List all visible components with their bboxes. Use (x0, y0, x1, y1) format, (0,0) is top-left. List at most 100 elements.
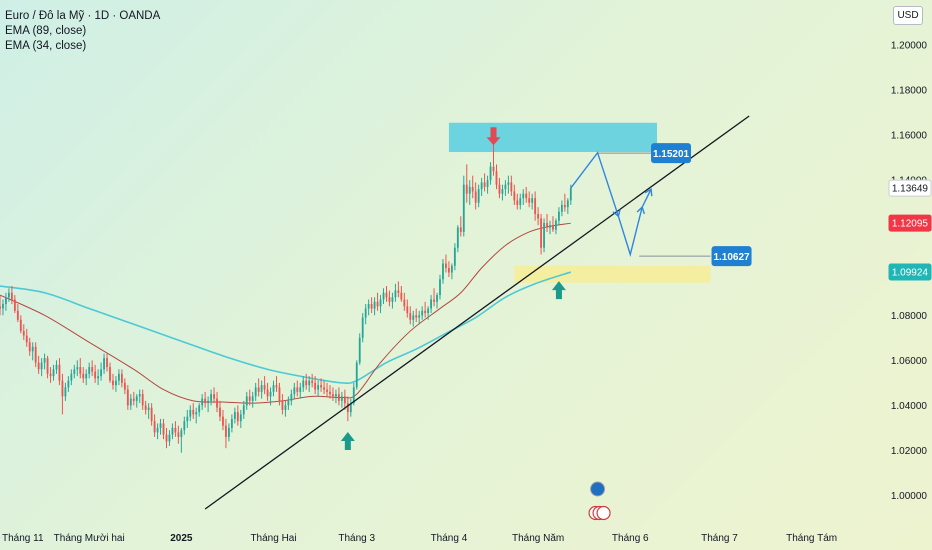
candle (522, 189, 525, 205)
candle (355, 360, 358, 390)
target-low-label: 1.10627 (711, 246, 752, 267)
candle (233, 407, 236, 424)
candle-body (177, 432, 180, 437)
candle-body (269, 391, 272, 397)
candle (112, 373, 114, 390)
candle-body (397, 290, 400, 293)
candle (281, 394, 284, 415)
candle-body (248, 396, 251, 401)
candle-body (326, 389, 328, 392)
candle (320, 378, 323, 392)
candle (296, 380, 299, 397)
candle-body (501, 189, 504, 194)
candle (427, 306, 430, 320)
candle-body (245, 396, 248, 406)
candle-body (123, 382, 126, 390)
candle-body (88, 367, 91, 374)
candle (132, 391, 135, 406)
candle (225, 418, 227, 449)
candle-body (453, 247, 456, 266)
candle-body (450, 265, 453, 273)
candle (519, 193, 522, 210)
candle-body (439, 279, 441, 296)
event-icon (590, 481, 606, 497)
candle (418, 310, 421, 325)
candle-body (129, 398, 132, 406)
candle (58, 358, 61, 386)
candle (251, 391, 254, 408)
candle-body (156, 427, 159, 433)
ema89-legend[interactable]: EMA (89, close) (5, 25, 87, 37)
candle (272, 380, 275, 397)
x-tick-label: Tháng Năm (512, 533, 564, 544)
x-tick-label: Tháng 11 (2, 533, 44, 544)
candle (343, 389, 346, 410)
candle (13, 295, 16, 314)
candle-body (120, 373, 123, 383)
symbol-title[interactable]: Euro / Đô la Mỹ · 1D · OANDA (5, 10, 161, 22)
candle-body (412, 315, 415, 320)
candle (61, 373, 64, 415)
candle (171, 423, 174, 440)
candle (91, 360, 94, 377)
candle (415, 308, 418, 323)
candle (120, 369, 123, 388)
candle-body (109, 367, 111, 381)
candle (537, 207, 540, 226)
candle (376, 292, 379, 311)
candle (25, 328, 28, 347)
ema34-legend[interactable]: EMA (34, close) (5, 40, 87, 52)
candle (103, 353, 105, 374)
candle (391, 292, 394, 309)
candle-body (153, 421, 156, 433)
candle-body (19, 319, 22, 332)
candle (566, 198, 569, 214)
candle (552, 216, 554, 232)
candle-body (5, 297, 7, 305)
candle-body (73, 369, 76, 374)
candle-body (207, 400, 210, 404)
candle-body (115, 380, 117, 386)
candle (436, 292, 438, 309)
currency-selector[interactable]: USD (893, 6, 923, 25)
candle (442, 258, 444, 284)
candle-body (281, 400, 284, 410)
candle (364, 304, 367, 325)
candle-body (138, 394, 141, 397)
candle-body (436, 295, 438, 302)
candle (382, 288, 385, 305)
candle-body (504, 184, 507, 190)
candle-body (388, 297, 391, 302)
candle (549, 220, 551, 235)
candle (302, 376, 305, 392)
candle (7, 288, 10, 302)
candle (459, 216, 462, 237)
candle (337, 387, 340, 406)
candle-body (239, 414, 242, 422)
candle-body (507, 182, 510, 185)
candle (397, 281, 400, 298)
candle-body (337, 394, 340, 401)
candle (70, 369, 73, 386)
candle-body (266, 389, 269, 397)
candle (349, 398, 352, 417)
candle (284, 400, 287, 417)
candle-body (135, 396, 138, 401)
candle-body (192, 409, 195, 415)
candle (82, 367, 85, 383)
candle (73, 364, 76, 379)
candle-body (418, 315, 421, 318)
candle-body (382, 292, 385, 300)
candle-body (103, 358, 105, 370)
candle (388, 290, 391, 307)
flag-event-icon (596, 505, 611, 521)
candle (189, 405, 192, 422)
candle-body (28, 342, 31, 352)
candle-body (489, 166, 492, 181)
candle (177, 425, 180, 444)
candle-body (242, 405, 245, 415)
x-tick-label: Tháng Tám (786, 533, 837, 544)
candle-body (540, 218, 543, 248)
